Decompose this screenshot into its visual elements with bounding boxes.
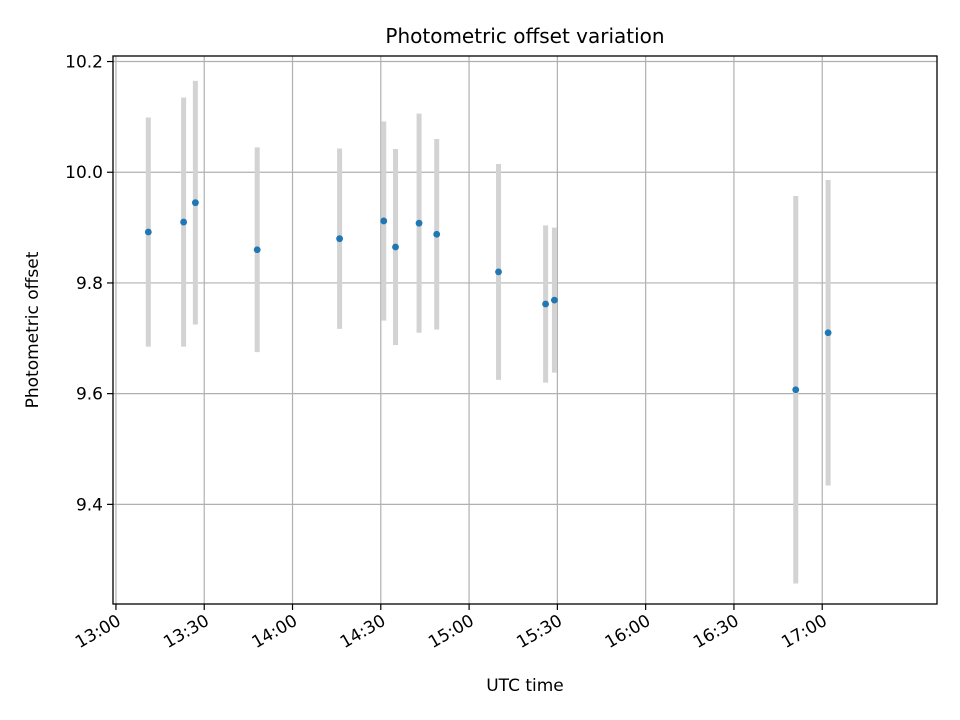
- data-point: [336, 235, 343, 243]
- data-point: [824, 329, 832, 337]
- data-point: [495, 268, 502, 276]
- data-point: [253, 246, 261, 254]
- data-point: [792, 386, 800, 394]
- chart-title: Photometric offset variation: [385, 24, 664, 48]
- data-point: [551, 296, 558, 304]
- plot-frame: [112, 55, 938, 605]
- y-tick-label: 9.8: [76, 274, 103, 294]
- data-point: [192, 199, 199, 207]
- x-axis-label: UTC time: [486, 676, 564, 696]
- grid-lines: [113, 56, 937, 604]
- data-points: [144, 199, 832, 394]
- y-tick-label: 9.6: [76, 385, 103, 405]
- y-axis-label: Photometric offset: [23, 251, 43, 408]
- y-tick-label: 10.0: [65, 163, 103, 183]
- data-point: [433, 230, 441, 238]
- data-point: [380, 217, 388, 225]
- data-point: [392, 243, 399, 251]
- data-point: [415, 219, 423, 227]
- data-point: [144, 228, 152, 236]
- y-tick-label: 10.2: [65, 53, 103, 73]
- data-point: [542, 300, 549, 308]
- y-tick-label: 9.4: [76, 495, 103, 515]
- data-point: [180, 218, 188, 226]
